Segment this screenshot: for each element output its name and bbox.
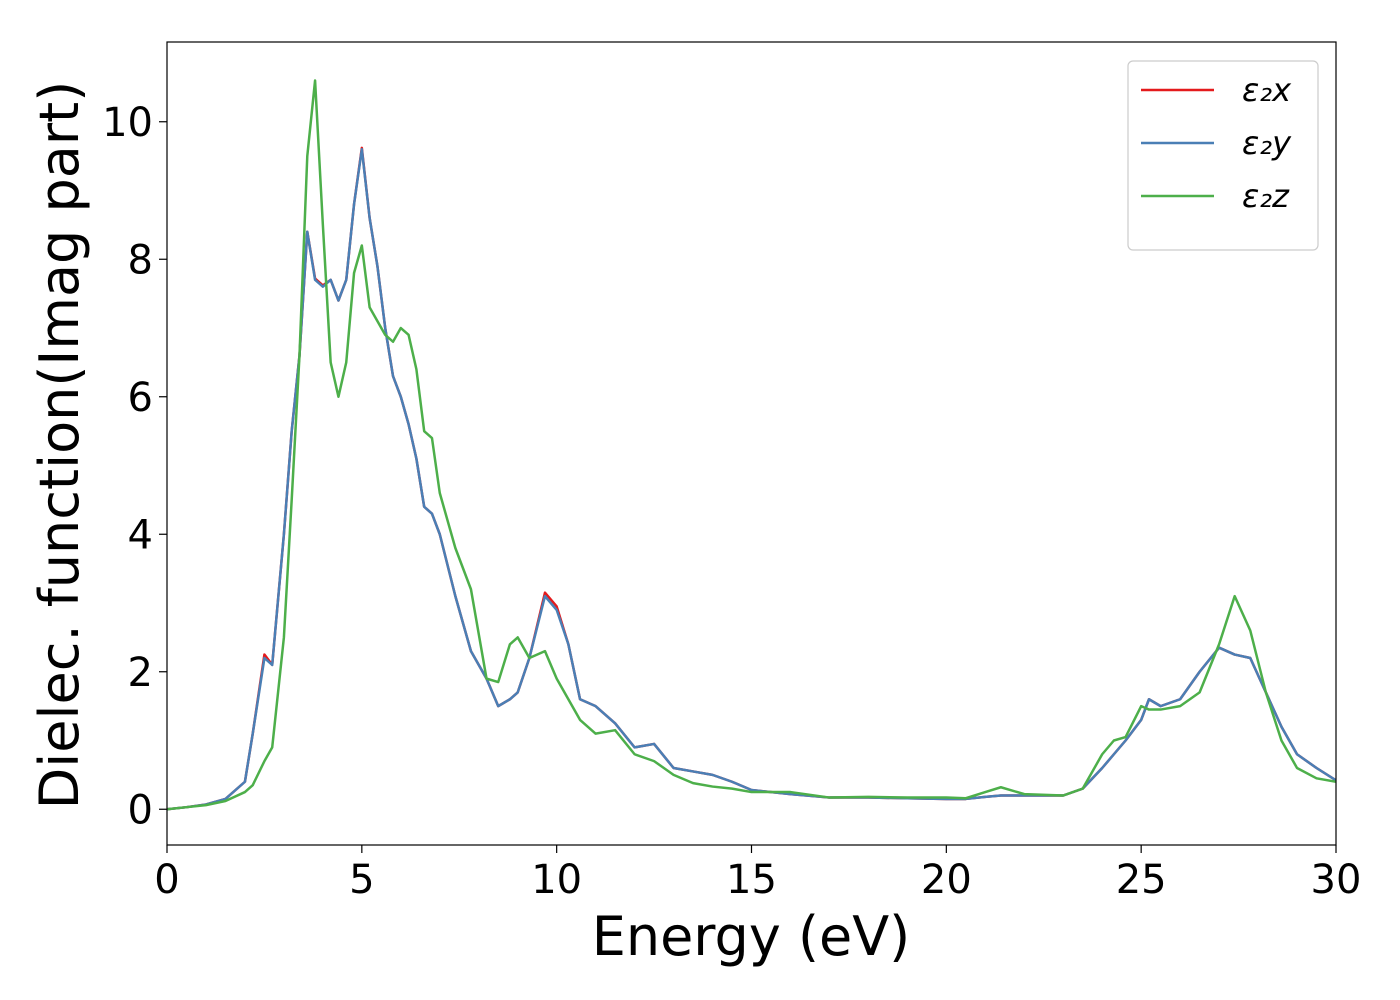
legend-box	[1127, 60, 1319, 251]
x-tick-label: 30	[1311, 857, 1362, 903]
legend-label: ε₂z	[1242, 177, 1290, 215]
y-tick-label: 2	[128, 650, 153, 696]
plot-frame	[166, 41, 1337, 846]
series-line	[167, 148, 1336, 811]
y-tick-label: 4	[128, 512, 153, 558]
x-tick-label: 10	[531, 857, 582, 903]
x-tick-label: 5	[349, 857, 374, 903]
y-axis-label: Dielec. function(Imag part)	[28, 81, 91, 810]
x-tick-label: 15	[726, 857, 777, 903]
plot-area	[167, 79, 1336, 811]
x-tick-label: 20	[921, 857, 972, 903]
y-tick-label: 0	[128, 787, 153, 833]
legend-label: ε₂y	[1242, 124, 1292, 162]
x-axis-label: Energy (eV)	[592, 905, 911, 968]
x-tick-label: 0	[154, 857, 179, 903]
y-tick-label: 10	[102, 100, 153, 146]
legend-label: ε₂x	[1242, 71, 1292, 109]
series-line	[167, 79, 1336, 811]
legend: ε₂x ε₂y ε₂z	[1127, 60, 1319, 251]
x-tick-label: 25	[1116, 857, 1167, 903]
y-tick-label: 6	[128, 375, 153, 421]
y-tick-label: 8	[128, 237, 153, 283]
